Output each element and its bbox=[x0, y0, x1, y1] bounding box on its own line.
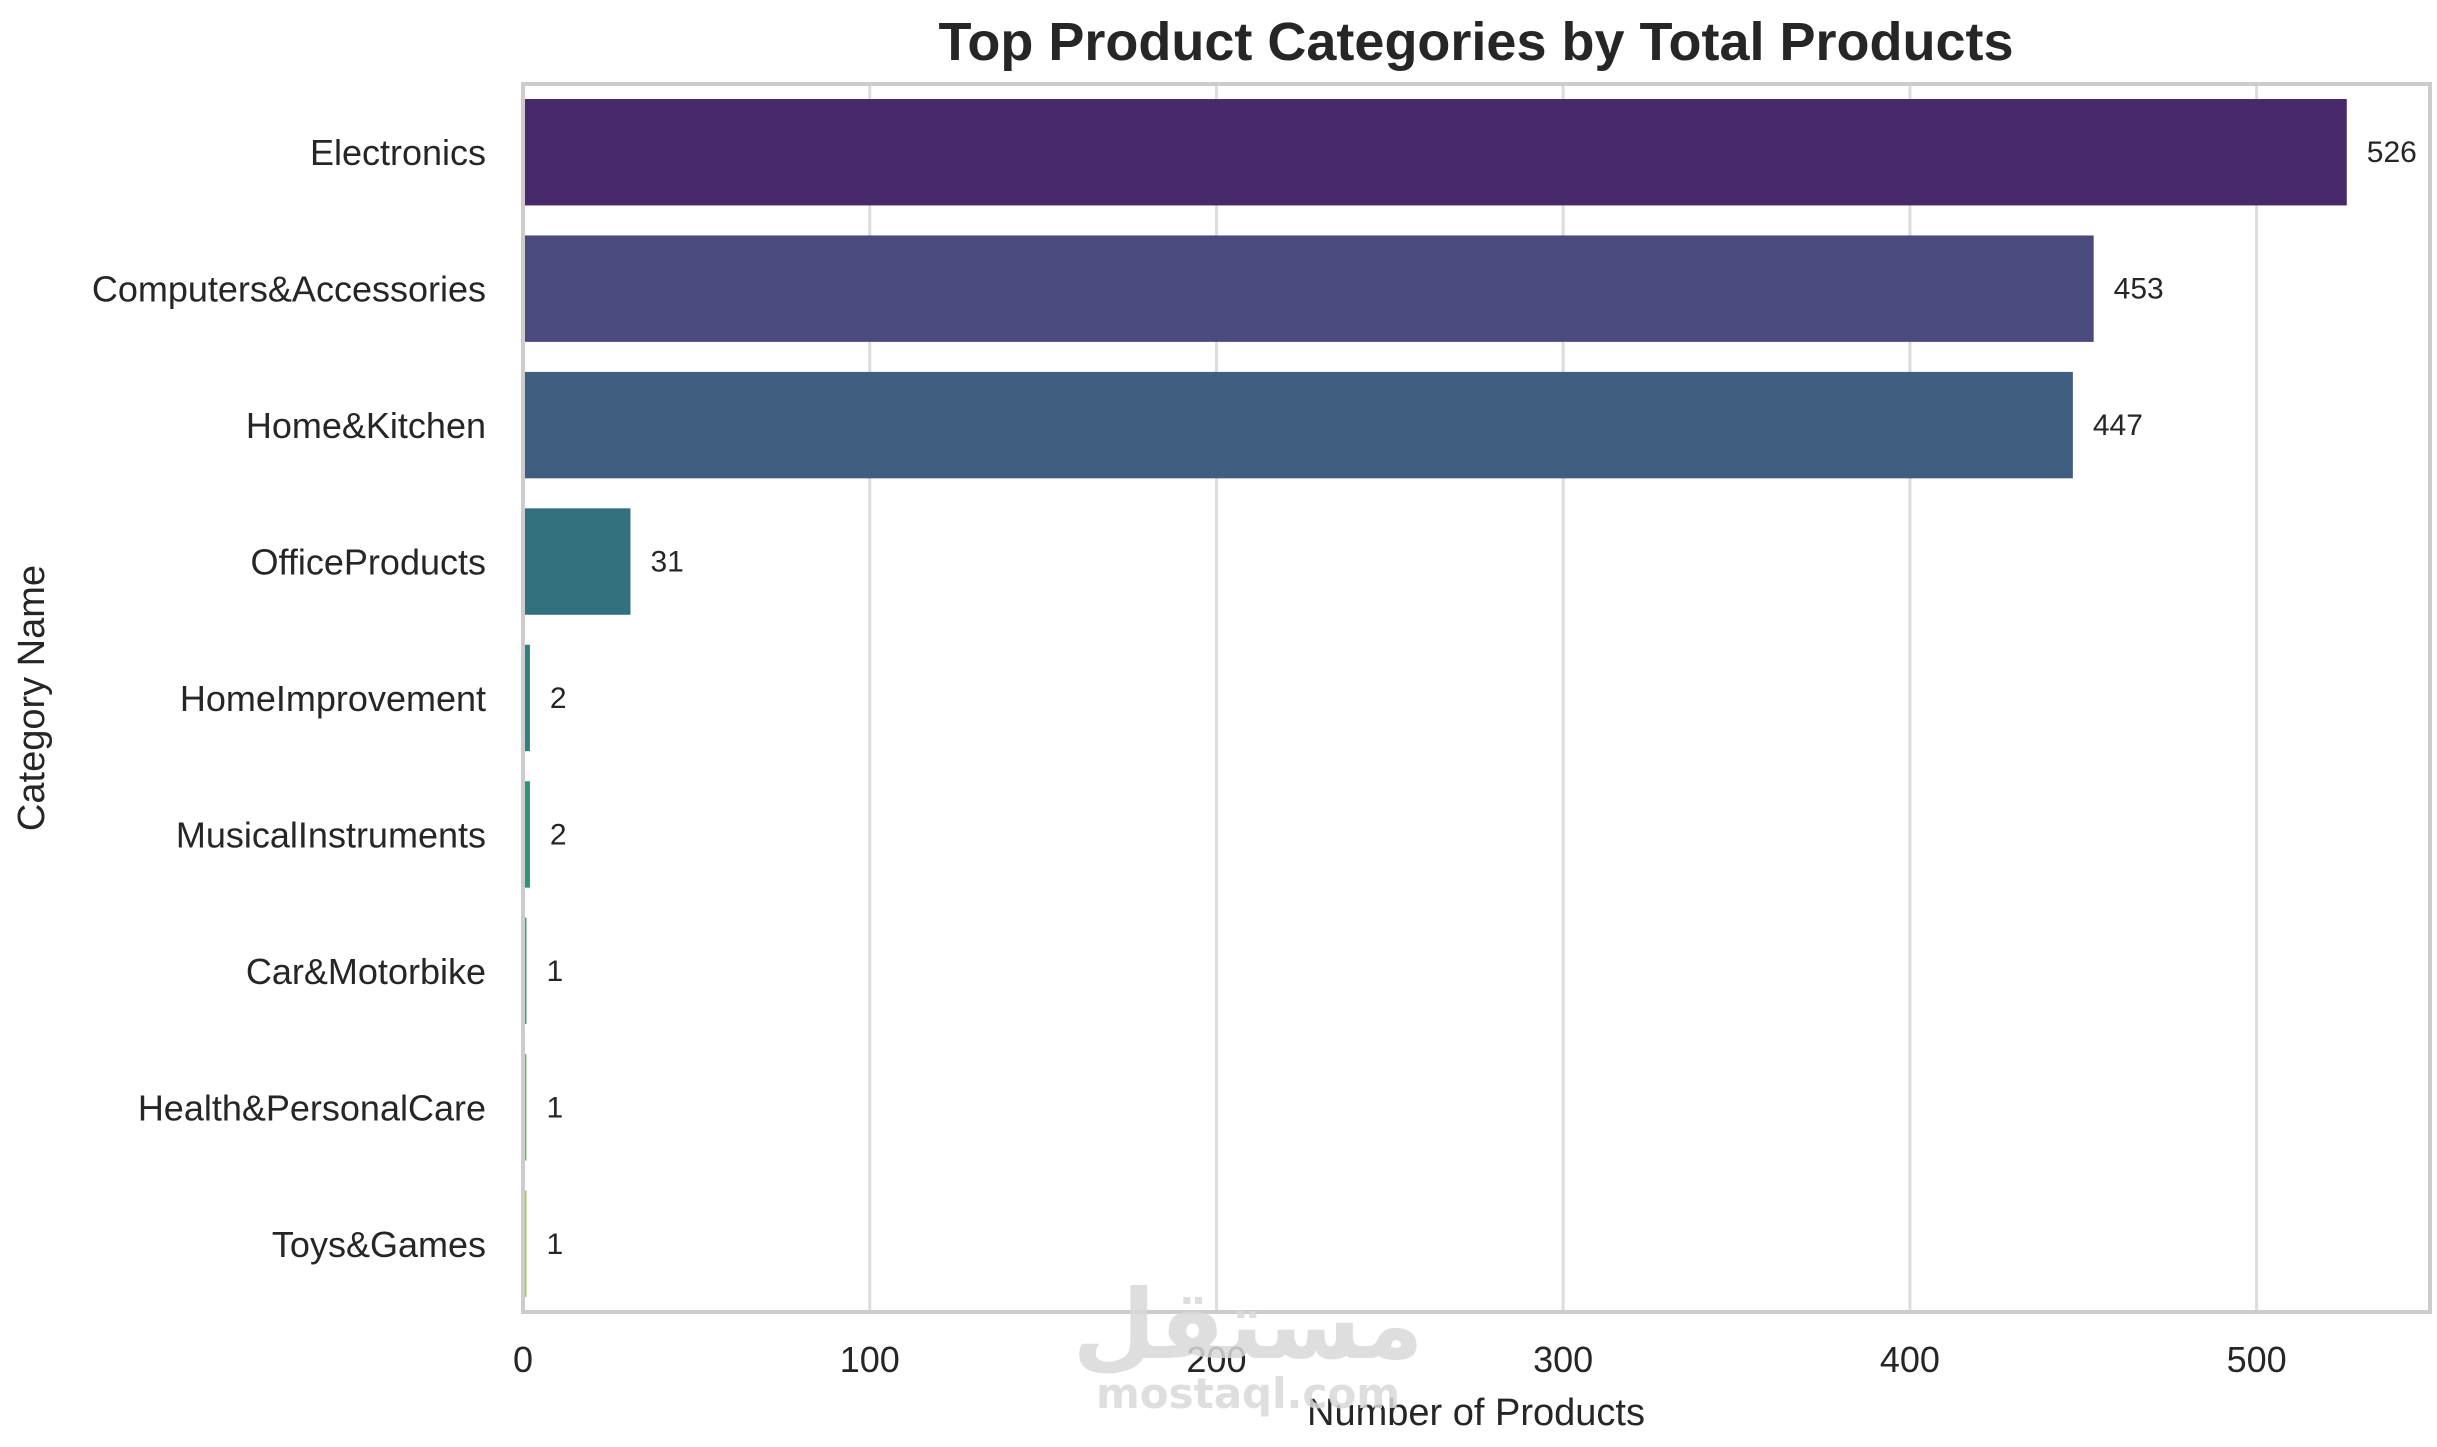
bars bbox=[523, 99, 2347, 1297]
value-label: 447 bbox=[2093, 409, 2143, 442]
x-tick-labels: 0 100 200 300 400 500 bbox=[513, 1339, 2287, 1380]
y-tick-labels: Electronics Computers&Accessories Home&Kit… bbox=[92, 132, 486, 1265]
watermark-latin: mostaql.com bbox=[1096, 1369, 1400, 1418]
bar bbox=[523, 235, 2094, 342]
x-tick-label: 500 bbox=[2227, 1339, 2287, 1380]
y-tick-label: OfficeProducts bbox=[251, 542, 486, 583]
value-labels: 526 453 447 31 2 2 1 1 1 bbox=[546, 136, 2416, 1261]
x-tick-label: 400 bbox=[1880, 1339, 1940, 1380]
y-tick-label: Car&Motorbike bbox=[246, 951, 486, 992]
y-tick-label: MusicalInstruments bbox=[176, 814, 486, 855]
value-label: 31 bbox=[650, 546, 683, 579]
x-axis-label: Number of Products bbox=[1307, 1392, 1645, 1434]
value-label: 453 bbox=[2114, 273, 2164, 306]
bar bbox=[523, 644, 530, 752]
bar bbox=[523, 371, 2073, 479]
watermark-arabic: مستقل bbox=[1072, 1269, 1423, 1381]
chart-title: Top Product Categories by Total Products bbox=[938, 12, 2013, 72]
y-tick-label: Toys&Games bbox=[272, 1224, 486, 1265]
y-tick-label: HomeImprovement bbox=[180, 678, 486, 719]
bar bbox=[523, 99, 2347, 206]
y-tick-label: Health&PersonalCare bbox=[138, 1087, 486, 1128]
value-label: 1 bbox=[546, 1091, 563, 1124]
y-axis-label: Category Name bbox=[11, 565, 53, 831]
y-tick-label: Electronics bbox=[310, 132, 486, 173]
x-tick-label: 0 bbox=[513, 1339, 533, 1380]
x-tick-label: 200 bbox=[1186, 1339, 1246, 1380]
value-label: 526 bbox=[2367, 136, 2417, 169]
bar bbox=[523, 781, 530, 888]
x-tick-label: 100 bbox=[840, 1339, 900, 1380]
bar bbox=[523, 508, 631, 615]
value-label: 2 bbox=[550, 682, 567, 715]
y-tick-label: Computers&Accessories bbox=[92, 269, 486, 310]
value-label: 1 bbox=[546, 955, 563, 988]
y-tick-label: Home&Kitchen bbox=[246, 405, 486, 446]
plot-frame bbox=[521, 82, 2432, 1314]
value-label: 1 bbox=[546, 1228, 563, 1261]
x-tick-label: 300 bbox=[1533, 1339, 1593, 1380]
value-label: 2 bbox=[550, 818, 567, 851]
watermark: مستقل mostaql.com bbox=[1072, 1269, 1423, 1418]
